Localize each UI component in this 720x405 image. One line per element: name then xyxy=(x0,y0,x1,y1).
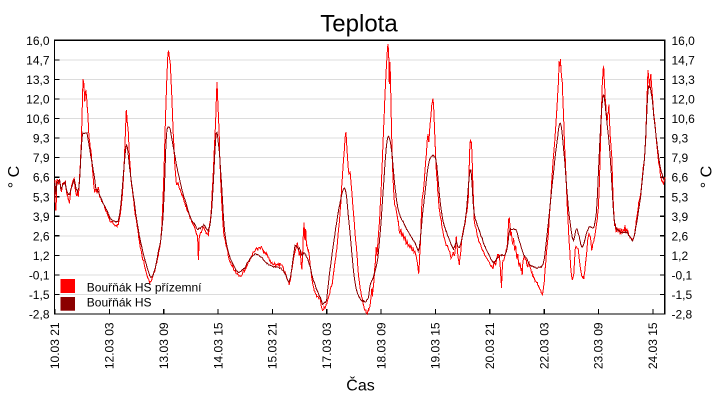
svg-text:2,6: 2,6 xyxy=(33,229,50,243)
svg-text:17.03 03: 17.03 03 xyxy=(320,322,334,369)
svg-text:20.03 21: 20.03 21 xyxy=(483,322,497,369)
svg-text:5,3: 5,3 xyxy=(33,190,50,204)
svg-text:7,9: 7,9 xyxy=(33,151,50,165)
svg-text:13,3: 13,3 xyxy=(672,73,696,87)
svg-text:19.03 15: 19.03 15 xyxy=(429,322,443,369)
svg-text:15.03 21: 15.03 21 xyxy=(266,322,280,369)
svg-text:23.03 09: 23.03 09 xyxy=(592,322,606,369)
svg-text:13.03 09: 13.03 09 xyxy=(157,322,171,369)
svg-text:16,0: 16,0 xyxy=(672,34,696,48)
svg-text:14.03 15: 14.03 15 xyxy=(211,322,225,369)
svg-text:2,6: 2,6 xyxy=(672,229,689,243)
svg-text:-0,1: -0,1 xyxy=(672,268,693,282)
svg-text:9,3: 9,3 xyxy=(33,132,50,146)
svg-text:14,7: 14,7 xyxy=(26,53,50,67)
svg-text:Bouřňák HS: Bouřňák HS xyxy=(87,295,152,309)
svg-text:-1,5: -1,5 xyxy=(29,288,50,302)
svg-text:3,9: 3,9 xyxy=(33,210,50,224)
svg-text:-1,5: -1,5 xyxy=(672,288,693,302)
svg-text:1,2: 1,2 xyxy=(672,249,689,263)
svg-text:22.03 03: 22.03 03 xyxy=(537,322,551,369)
svg-text:16,0: 16,0 xyxy=(26,34,50,48)
svg-text:-2,8: -2,8 xyxy=(672,308,693,322)
svg-text:° C: ° C xyxy=(6,166,23,188)
svg-text:1,2: 1,2 xyxy=(33,249,50,263)
svg-text:10,6: 10,6 xyxy=(26,112,50,126)
svg-text:14,7: 14,7 xyxy=(672,53,696,67)
svg-text:Bouřňák HS přízemní: Bouřňák HS přízemní xyxy=(87,280,202,294)
svg-text:5,3: 5,3 xyxy=(672,190,689,204)
svg-text:12.03 03: 12.03 03 xyxy=(103,322,117,369)
svg-text:6,6: 6,6 xyxy=(672,171,689,185)
svg-text:-0,1: -0,1 xyxy=(29,268,50,282)
svg-text:Teplota: Teplota xyxy=(320,10,398,37)
svg-text:° C: ° C xyxy=(698,166,715,188)
svg-text:12,0: 12,0 xyxy=(26,93,50,107)
svg-text:9,3: 9,3 xyxy=(672,132,689,146)
svg-text:18.03 09: 18.03 09 xyxy=(374,322,388,369)
svg-text:24.03 15: 24.03 15 xyxy=(646,322,660,369)
svg-text:7,9: 7,9 xyxy=(672,151,689,165)
svg-text:12,0: 12,0 xyxy=(672,93,696,107)
svg-text:-2,8: -2,8 xyxy=(29,308,50,322)
svg-text:10.03 21: 10.03 21 xyxy=(48,322,62,369)
svg-text:Čas: Čas xyxy=(346,376,374,395)
svg-text:13,3: 13,3 xyxy=(26,73,50,87)
svg-text:10,6: 10,6 xyxy=(672,112,696,126)
svg-text:3,9: 3,9 xyxy=(672,210,689,224)
svg-text:6,6: 6,6 xyxy=(33,171,50,185)
